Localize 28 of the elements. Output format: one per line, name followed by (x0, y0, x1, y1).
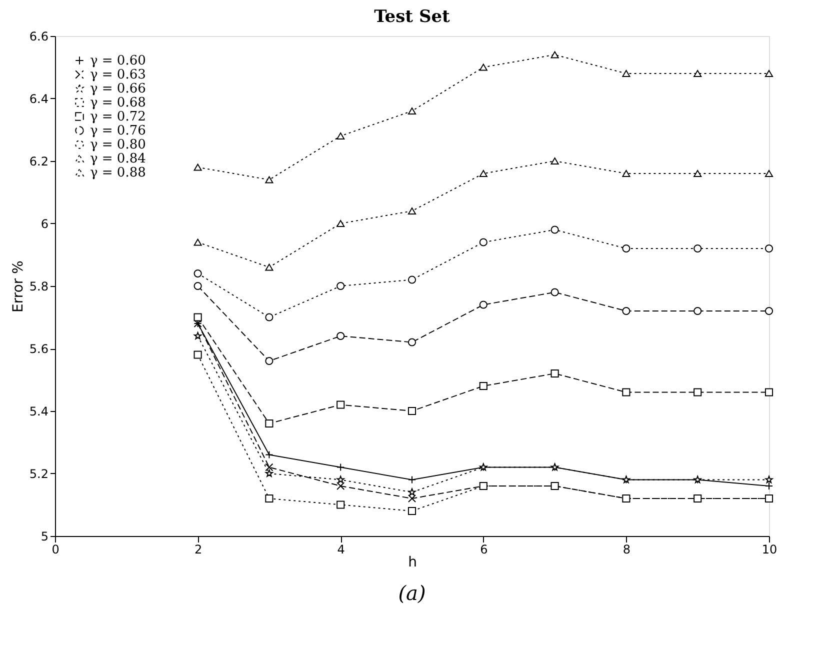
y-tick-label: 6 (40, 217, 48, 231)
y-tick-label: 6.4 (29, 92, 48, 106)
text: (a) (398, 581, 426, 605)
x-tick-label: 10 (762, 542, 778, 556)
y-axis-title: Error % (10, 260, 26, 312)
x-tick-label: 8 (622, 542, 631, 556)
legend-label: γ = 0.68 (90, 96, 146, 110)
y-tick-label: 5.8 (29, 280, 48, 294)
x-tick-label: 6 (480, 542, 488, 556)
y-tick-label: 5.2 (29, 467, 48, 481)
y-tick-label: 5 (40, 530, 48, 544)
y-tick-label: 5.6 (29, 342, 48, 356)
x-tick-label: 4 (337, 542, 345, 556)
y-tick-label: 6.2 (29, 154, 48, 168)
y-tick-label: 6.6 (29, 30, 48, 44)
x-tick-label: 2 (194, 542, 202, 556)
legend-label: γ = 0.60 (90, 54, 146, 68)
y-tick-label: 5.4 (29, 404, 48, 418)
legend-label: γ = 0.63 (90, 68, 146, 82)
chart-title: Test Set (374, 7, 450, 27)
legend-label: γ = 0.76 (90, 124, 146, 138)
legend-label: γ = 0.80 (90, 138, 146, 152)
x-tick-label: 0 (52, 542, 60, 556)
legend-label: γ = 0.66 (90, 82, 146, 96)
legend-label: γ = 0.72 (90, 110, 146, 124)
legend-label: γ = 0.84 (90, 152, 146, 166)
legend-label: γ = 0.88 (90, 166, 146, 180)
x-axis-title: h (408, 554, 417, 570)
